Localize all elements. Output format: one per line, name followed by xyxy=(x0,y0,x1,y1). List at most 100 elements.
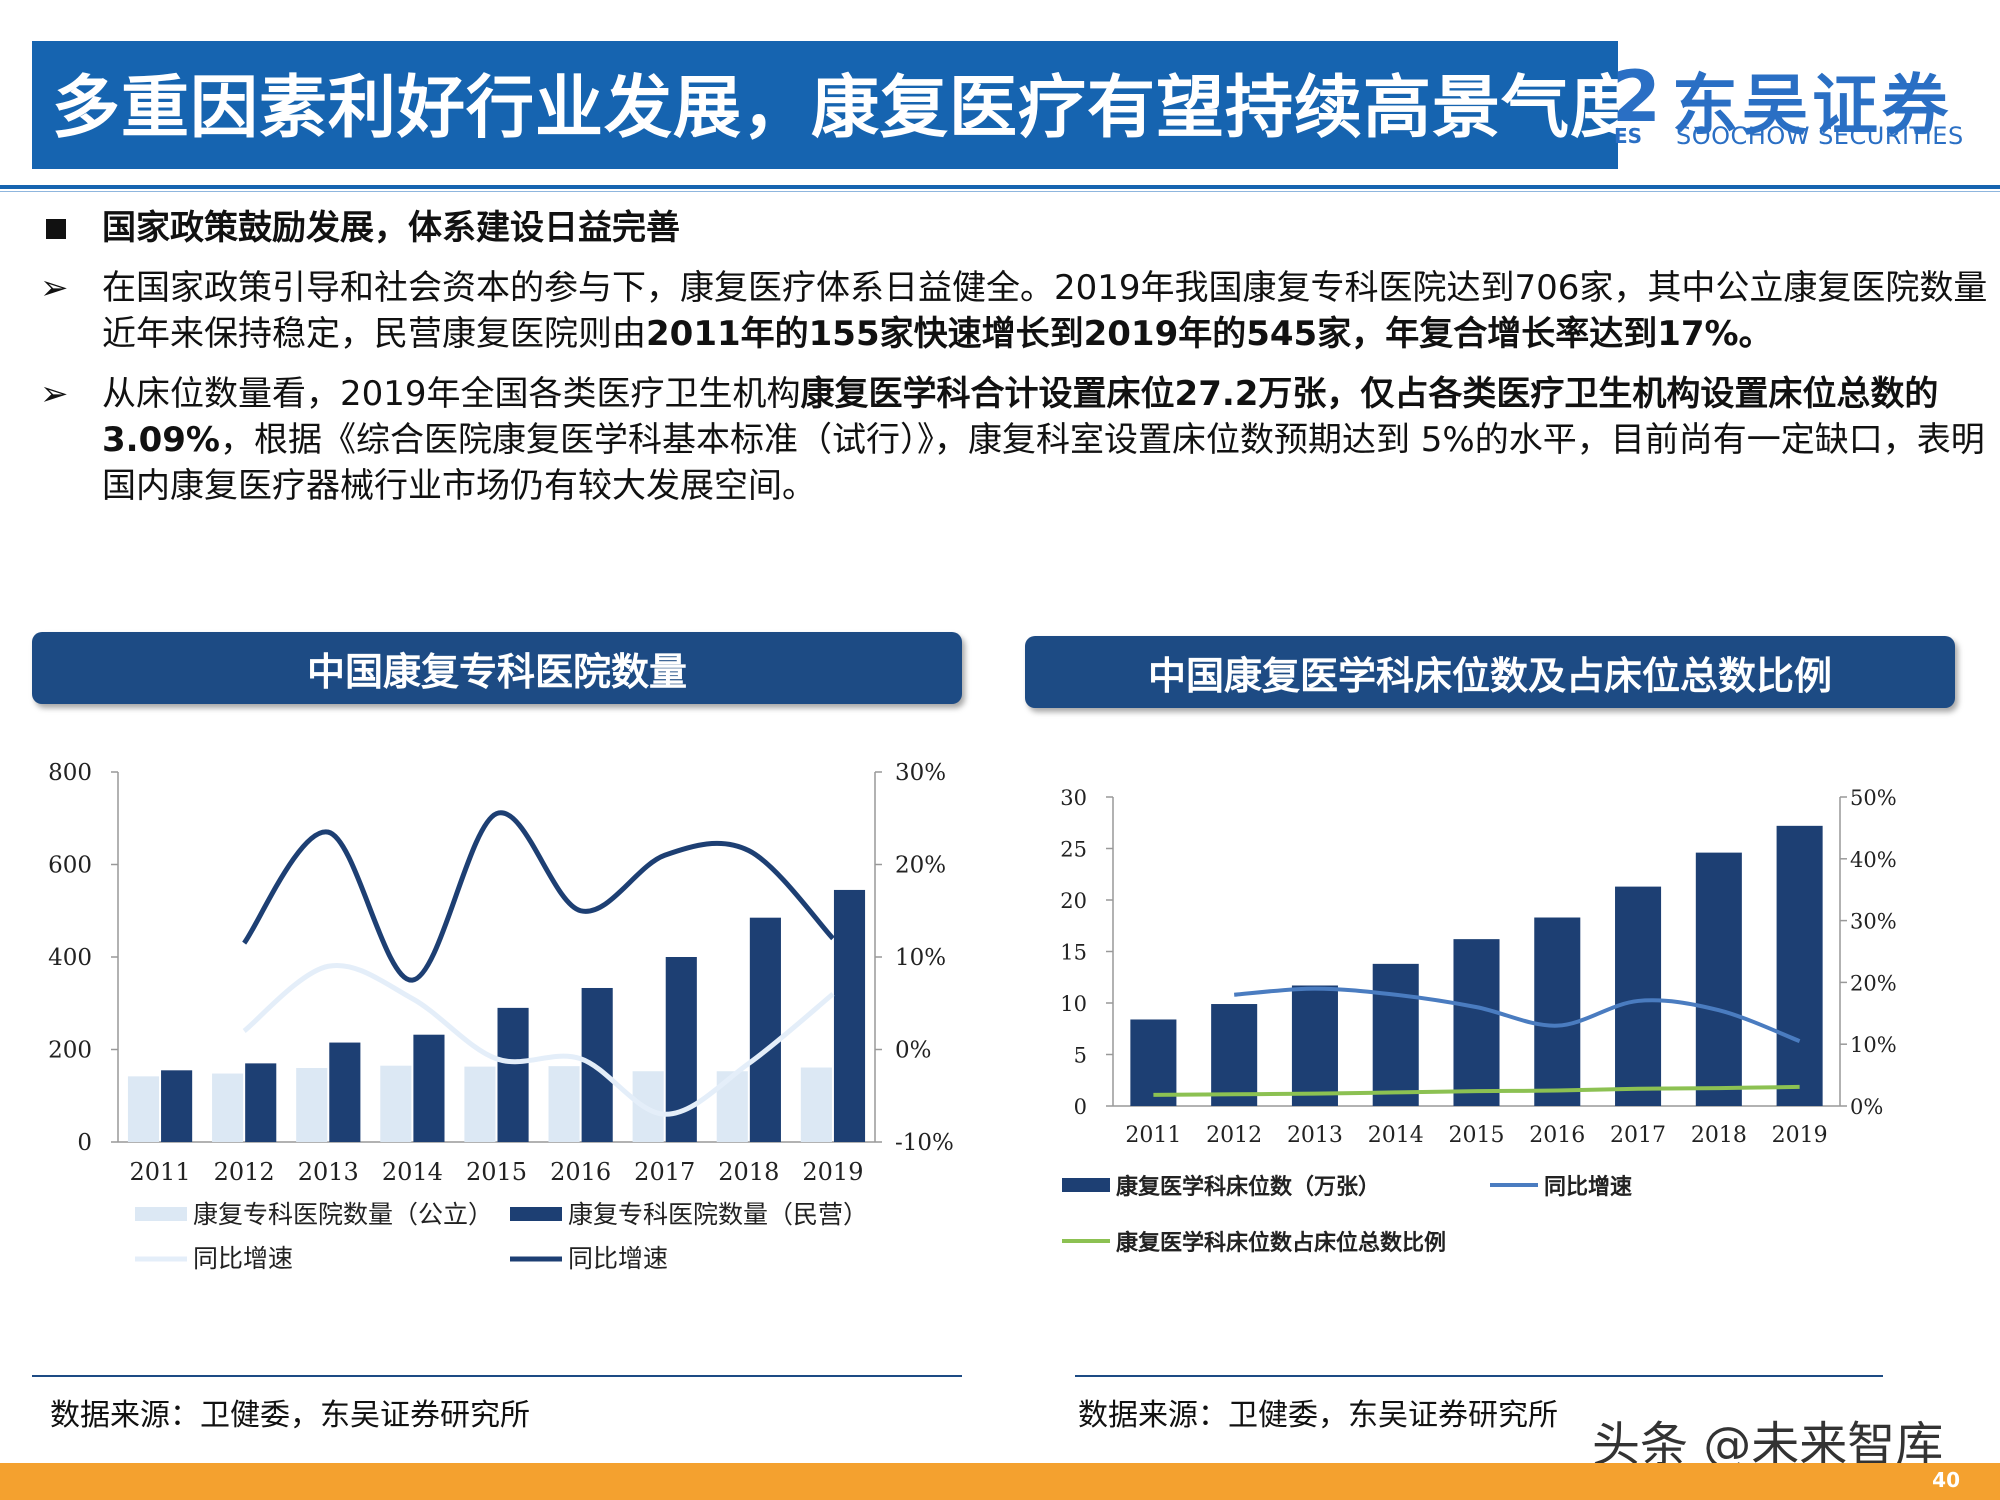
x-tick-label: 2015 xyxy=(1449,1123,1505,1148)
line-private-growth xyxy=(242,810,835,983)
y-tick-label-left: 400 xyxy=(48,945,92,971)
x-tick-label: 2016 xyxy=(550,1158,611,1186)
bar-public xyxy=(380,1065,412,1142)
y-tick-label-right: 10% xyxy=(1850,1033,1897,1057)
y-tick-label-right: 20% xyxy=(895,853,946,879)
legend-label: 康复专科医院数量（民营） xyxy=(568,1200,868,1229)
y-tick-label-left: 30 xyxy=(1060,786,1087,810)
logo-english: SOOCHOW SECURITIES xyxy=(1676,122,1964,150)
bar-public xyxy=(464,1066,496,1142)
arrow-bullet-icon: ➢ xyxy=(40,374,69,414)
slide-title: 多重因素利好行业发展，康复医疗有望持续高景气度 xyxy=(52,69,1640,148)
y-tick-label-left: 0 xyxy=(77,1130,92,1156)
x-tick-label: 2017 xyxy=(634,1158,695,1186)
y-tick-label-right: 0% xyxy=(895,1038,932,1064)
bed-count-chart: 0 5 10 15 20 25 30 0% 10% 20% 30% 40% 50% 2011 2012 201… xyxy=(1060,786,1897,1256)
y-tick-label-left: 600 xyxy=(48,853,92,879)
y-tick-label-left: 15 xyxy=(1060,941,1087,965)
y-tick-label-right: 40% xyxy=(1850,848,1897,872)
legend-label: 同比增速 xyxy=(568,1244,668,1273)
left-chart-header: 中国康复专科医院数量 xyxy=(32,632,962,704)
x-tick-label: 2011 xyxy=(130,1158,191,1186)
bullet-text: ，根据《综合医院康复医学科基本标准（试行）》，康复科室设置床位数预期达到 5%的… xyxy=(102,420,1985,506)
footer-bar xyxy=(0,1463,2000,1500)
bar-bed-count xyxy=(1534,917,1581,1106)
legend-label: 同比增速 xyxy=(193,1244,293,1273)
logo-mark-icon: 2 xyxy=(1612,56,1661,138)
square-bullet-icon xyxy=(46,219,66,239)
x-tick-label: 2014 xyxy=(1368,1123,1424,1148)
hospital-count-chart: 0 200 400 600 800 -10% 0% 10% 20% 30% 2011 2012 2013… xyxy=(48,760,954,1273)
page-number: 40 xyxy=(1932,1468,1960,1492)
left-source: 数据来源：卫健委，东吴证券研究所 xyxy=(50,1398,530,1433)
y-tick-label-left: 200 xyxy=(48,1038,92,1064)
line-public-growth xyxy=(242,962,835,1117)
y-tick-label-right: 20% xyxy=(1850,971,1897,995)
bar-private xyxy=(497,1007,529,1142)
arrow-bullet-icon: ➢ xyxy=(40,268,69,308)
bullet-item: ➢ 从床位数量看，2019年全国各类医疗卫生机构康复医学科合计设置床位27.2万… xyxy=(40,371,1990,509)
bar-bed-count xyxy=(1615,886,1662,1106)
bar-bed-count xyxy=(1291,985,1338,1106)
bullet-list: 国家政策鼓励发展，体系建设日益完善 ➢ 在国家政策引导和社会资本的参与下，康复医… xyxy=(40,205,1990,523)
y-tick-label-right: 30% xyxy=(895,760,946,786)
bar-public xyxy=(127,1076,160,1142)
x-tick-label: 2019 xyxy=(1772,1123,1828,1148)
legend-label: 康复专科医院数量（公立） xyxy=(193,1200,493,1229)
legend-swatch xyxy=(1062,1178,1110,1192)
bar-private xyxy=(749,917,781,1142)
y-tick-label-right: 10% xyxy=(895,945,946,971)
bar-private xyxy=(329,1042,361,1142)
bar-bed-count xyxy=(1695,852,1742,1106)
left-source-divider xyxy=(32,1375,962,1377)
bullet-text: 从床位数量看，2019年全国各类医疗卫生机构 xyxy=(102,374,801,414)
logo-fragment: ES xyxy=(1614,124,1643,148)
legend-swatch xyxy=(510,1207,562,1221)
bullet-text: 在国家政策引导和社会资本的参与下，康复医疗体系日益健全。2019年我国康复专科医… xyxy=(102,268,1988,354)
x-tick-label: 2013 xyxy=(298,1158,359,1186)
x-tick-label: 2016 xyxy=(1529,1123,1585,1148)
bar-private xyxy=(413,1034,445,1142)
x-tick-label: 2018 xyxy=(1691,1123,1747,1148)
legend-label: 同比增速 xyxy=(1544,1174,1632,1200)
y-tick-label-left: 0 xyxy=(1074,1095,1087,1119)
line-bed-ratio xyxy=(1153,1084,1800,1097)
bar-private xyxy=(161,1070,193,1142)
right-source-divider xyxy=(1075,1375,1883,1377)
right-chart-header: 中国康复医学科床位数及占床位总数比例 xyxy=(1025,636,1955,708)
x-tick-label: 2019 xyxy=(802,1158,863,1186)
y-tick-label-right: 0% xyxy=(1850,1095,1883,1119)
y-tick-label-left: 25 xyxy=(1060,838,1087,862)
bullet-heading: 国家政策鼓励发展，体系建设日益完善 xyxy=(102,208,680,248)
legend-swatch xyxy=(135,1207,187,1221)
y-tick-label-left: 10 xyxy=(1060,992,1087,1016)
y-tick-label-left: 20 xyxy=(1060,889,1087,913)
y-tick-label-right: 30% xyxy=(1850,910,1897,934)
bar-bed-count xyxy=(1211,1004,1258,1106)
legend-label: 康复医学科床位数（万张） xyxy=(1116,1174,1380,1200)
y-tick-label-left: 5 xyxy=(1074,1044,1087,1068)
y-tick-label-right: -10% xyxy=(895,1130,954,1156)
bar-bed-count xyxy=(1776,825,1823,1106)
title-bar xyxy=(32,41,1618,169)
x-tick-label: 2017 xyxy=(1610,1123,1666,1148)
x-tick-label: 2011 xyxy=(1125,1123,1181,1148)
bullet-text-bold: 2011年的155家快速增长到2019年的545家，年复合增长率达到17%。 xyxy=(646,314,1773,354)
bar-bed-count xyxy=(1130,1019,1177,1106)
y-tick-label-right: 50% xyxy=(1850,786,1897,810)
line-bed-growth xyxy=(1234,986,1801,1043)
bar-public xyxy=(548,1066,580,1142)
legend-label: 康复医学科床位数占床位总数比例 xyxy=(1116,1230,1446,1256)
header-divider xyxy=(0,185,2000,189)
x-tick-label: 2013 xyxy=(1287,1123,1343,1148)
x-tick-label: 2014 xyxy=(382,1158,443,1186)
header-divider-thin xyxy=(0,191,2000,192)
bar-public xyxy=(212,1073,244,1142)
right-source: 数据来源：卫健委，东吴证券研究所 xyxy=(1078,1398,1558,1433)
bar-private xyxy=(833,889,866,1142)
logo-chinese: 东吴证券 xyxy=(1672,67,1952,144)
bar-bed-count xyxy=(1453,939,1500,1106)
bullet-text-bold: 康复医学科合计设置床位27.2万张，仅占各类医疗卫生机构设置床位总数的3.09% xyxy=(102,374,1939,460)
bar-private xyxy=(245,1063,277,1142)
bar-public xyxy=(716,1071,748,1142)
